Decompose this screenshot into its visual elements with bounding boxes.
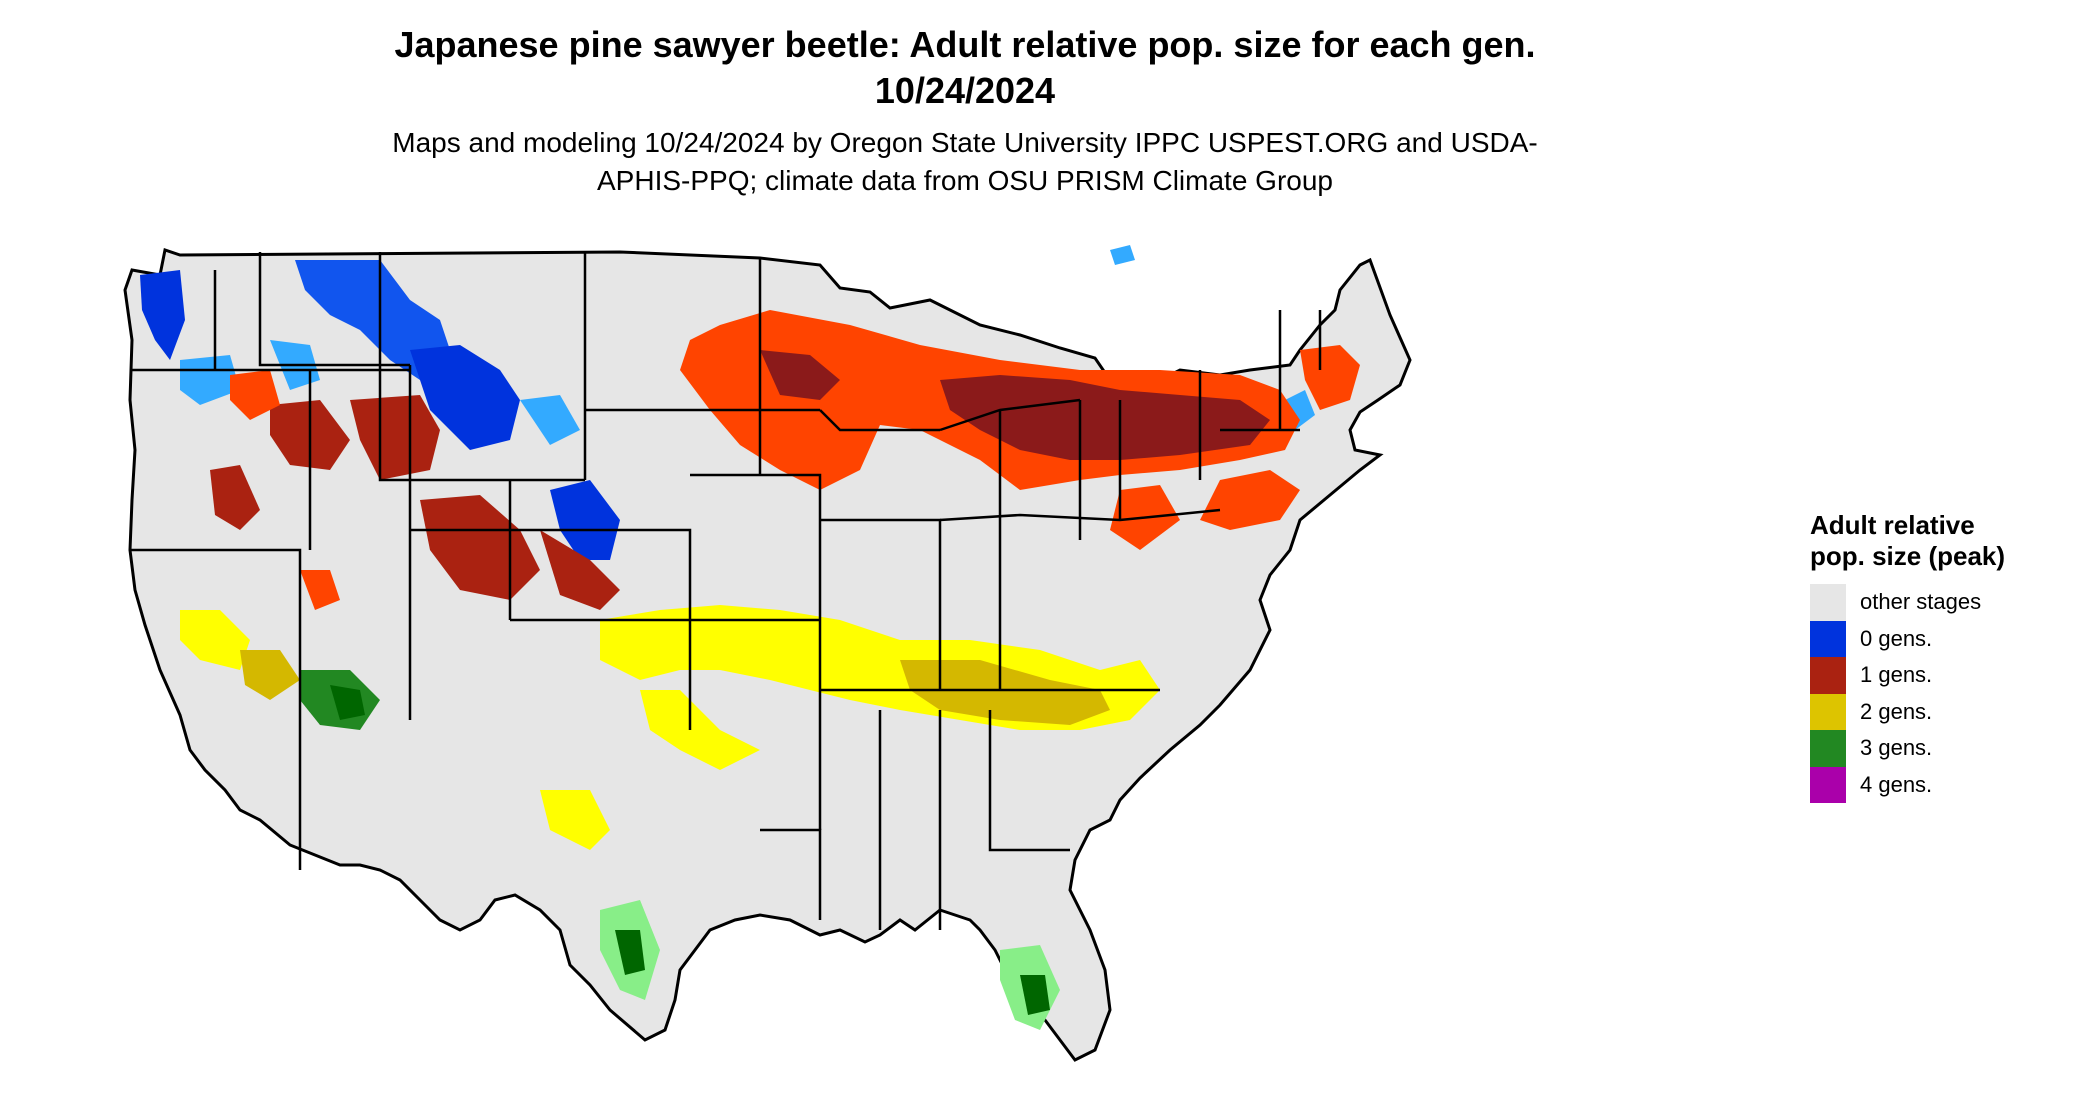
pest-overlay — [140, 245, 1360, 1030]
state-borders — [130, 252, 1322, 930]
legend-swatch — [1810, 657, 1846, 694]
legend-label: 1 gens. — [1860, 662, 1933, 688]
legend-label: other stages — [1860, 589, 1982, 615]
legend-swatch — [1810, 766, 1846, 803]
legend-label: 3 gens. — [1860, 735, 1933, 761]
legend-swatch — [1810, 584, 1846, 621]
legend-swatch — [1810, 730, 1846, 767]
region-0-gens-northwest — [140, 270, 185, 360]
legend-label: 0 gens. — [1860, 625, 1933, 651]
legend-item-4-gens: 4 gens. — [1810, 766, 2070, 803]
legend-item-0-gens: 0 gens. — [1810, 620, 2070, 657]
legend-label: 2 gens. — [1860, 698, 1933, 724]
legend-item-other-stages: other stages — [1810, 584, 2070, 621]
map-title: Japanese pine sawyer beetle: Adult relat… — [394, 24, 1536, 111]
legend-swatch — [1810, 620, 1846, 657]
legend: Adult relative pop. size (peak) other st… — [1810, 510, 2070, 803]
legend-item-2-gens: 2 gens. — [1810, 693, 2070, 730]
map-subtitle: Maps and modeling 10/24/2024 by Oregon S… — [392, 127, 1538, 196]
us-map — [123, 245, 1412, 1062]
legend-label: 4 gens. — [1860, 771, 1933, 797]
legend-title: Adult relative pop. size (peak) — [1810, 510, 2006, 571]
legend-item-3-gens: 3 gens. — [1810, 730, 2070, 767]
legend-item-1-gens: 1 gens. — [1810, 657, 2070, 694]
legend-swatch — [1810, 693, 1846, 730]
